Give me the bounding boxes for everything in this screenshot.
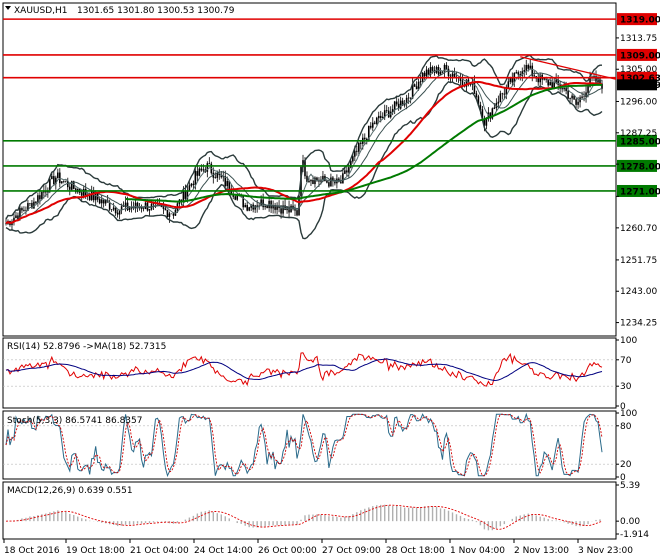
bollinger-lower [5,80,603,240]
price-tick-label: 1251.75 [620,256,657,266]
horizontal-levels[interactable]: 1319.00 1309.00 1302.63 1285.00 1278.00 1271.… [3,13,660,197]
ohlc-values: 1301.65 1301.80 1300.53 1300.79 [77,6,235,16]
price-tick-label: 1234.25 [620,319,657,329]
axis-tick-label: 0 [620,402,626,412]
level-value: 1302.63 [620,74,660,84]
time-axis: 18 Oct 2016 19 Oct 18:00 21 Oct 04:00 24 Oc… [3,539,633,556]
level-badge [617,159,657,172]
macd-plot-area [5,504,603,531]
bollinger-upper [5,54,602,220]
collapse-triangle-icon[interactable] [5,6,11,10]
level-value: 1309.00 [620,51,660,61]
price-tick-label: 1313.75 [620,34,657,44]
main-price-panel[interactable] [2,2,617,337]
level-value: 1278.00 [620,162,660,172]
current-price-value: 1300.79 [620,81,660,91]
stoch-label: Stoch(5,3,3) 86.5741 86.8357 [7,416,142,426]
axis-tick-label: 30 [620,382,632,392]
macd-label: MACD(12,26,9) 0.639 0.551 [7,486,133,496]
current-price-badge [617,79,657,91]
price-tick-label: 1260.70 [620,224,657,234]
price-tick-label: 1287.25 [620,129,657,139]
time-tick-label: 2 Nov 13:00 [514,546,569,556]
level-badge [617,13,657,26]
level-badge [617,134,657,147]
stoch-axis: 100 80 20 0 [616,409,637,483]
axis-tick-label: 0 [620,473,626,483]
symbol-label: XAUUSD,H1 [14,6,68,16]
axis-tick-label: 100 [620,336,637,346]
stoch-panel[interactable] [2,410,617,480]
rsi-ma-line [5,358,603,382]
trend-line [520,56,617,80]
time-tick-label: 18 Oct 2016 [4,546,60,556]
level-badge [617,48,657,61]
axis-tick-label: -1.914 [620,530,649,540]
price-tick-label: 1305.00 [620,65,657,75]
axis-tick-label: 5.39 [620,481,640,491]
level-value: 1285.00 [620,137,660,147]
macd-signal-line [5,504,603,530]
time-tick-label: 19 Oct 18:00 [66,546,125,556]
price-axis: 1313.751305.001296.001287.251278.501269.… [616,34,657,329]
axis-tick-label: 70 [620,356,632,366]
macd-panel[interactable] [2,481,617,540]
axis-tick-label: 100 [620,409,637,419]
rsi-plot-area [3,352,616,387]
stoch-plot-area [3,412,616,478]
chart-header: XAUUSD,H1 1301.65 1301.80 1300.53 1300.7… [5,6,235,16]
moving-average-short [5,68,603,224]
rsi-axis: 100 70 30 0 [616,336,637,412]
level-badge [617,184,657,197]
rsi-label: RSI(14) 52.8796 ->MA(18) 52.7315 [7,342,166,352]
price-tick-label: 1296.00 [620,97,657,107]
time-tick-label: 3 Nov 23:00 [578,546,633,556]
axis-tick-label: 80 [620,422,632,432]
time-tick-label: 1 Nov 04:00 [450,546,505,556]
time-tick-label: 27 Oct 09:00 [322,546,381,556]
time-tick-label: 26 Oct 00:00 [258,546,317,556]
time-tick-label: 24 Oct 14:00 [194,546,253,556]
time-tick-label: 28 Oct 18:00 [386,546,445,556]
time-tick-label: 21 Oct 04:00 [130,546,189,556]
stoch-signal-line [5,413,603,477]
price-tick-label: 1243.00 [620,287,657,297]
axis-tick-label: 0.00 [620,517,640,527]
axis-tick-label: 20 [620,460,632,470]
level-value: 1271.00 [620,187,660,197]
moving-average-red [5,80,603,225]
rsi-line [5,352,603,387]
moving-average-green [125,83,603,203]
macd-axis: 5.39 0.00 -1.914 [616,481,649,540]
level-value: 1319.00 [620,16,660,26]
